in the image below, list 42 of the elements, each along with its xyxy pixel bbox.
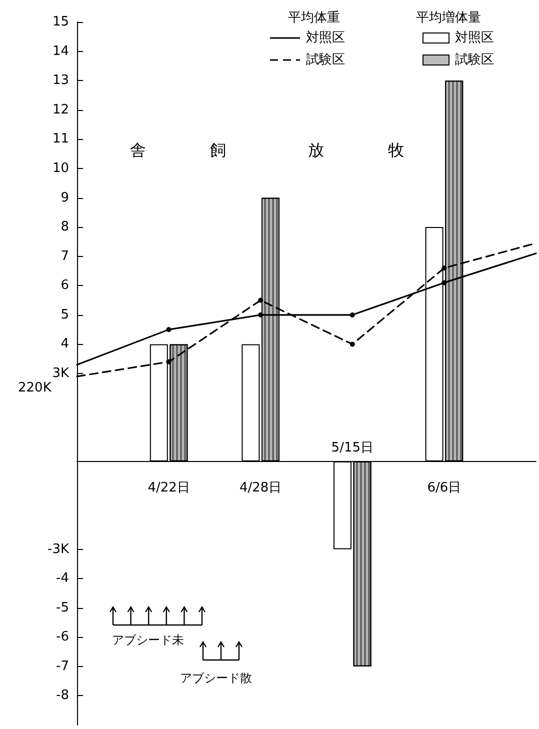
y-tick-label: -8 xyxy=(56,688,69,704)
y-tick-label: 4 xyxy=(60,336,69,352)
y-tick-label: 6 xyxy=(60,278,69,294)
y-tick-label: -6 xyxy=(56,630,69,645)
y-tick-label: 7 xyxy=(60,248,69,264)
annotation: 舎 飼 xyxy=(130,140,226,160)
y-tick-label: 13 xyxy=(52,73,69,88)
annotation: アブシード未 xyxy=(112,633,184,647)
annotation: 放 牧 xyxy=(308,140,404,160)
y-tick-label: 5 xyxy=(60,307,69,322)
y-tick-label: 9 xyxy=(60,190,69,206)
y-tick-label: 10 xyxy=(52,160,69,176)
y-tick-label: -3K xyxy=(48,542,70,557)
y-tick-label: -5 xyxy=(56,600,69,616)
x-tick-label: 4/22日 xyxy=(148,480,190,496)
point xyxy=(442,266,447,271)
y-tick-label: 8 xyxy=(60,220,69,235)
annotation: 平均体重 xyxy=(288,10,340,26)
x-tick-label: 4/28日 xyxy=(240,480,282,496)
text: 220K xyxy=(18,380,52,396)
y-tick-label: -4 xyxy=(56,571,69,586)
legend-label: 試験区 xyxy=(306,52,345,68)
x-tick-label: 6/6日 xyxy=(427,480,462,496)
y-tick-label: 15 xyxy=(52,14,69,30)
legend-label: 対照区 xyxy=(455,30,494,46)
point xyxy=(258,298,264,303)
annotation: 平均増体量 xyxy=(416,10,481,26)
y-tick-label: 3K xyxy=(52,366,70,381)
legend-label: 対照区 xyxy=(306,30,345,46)
y-tick-label: 12 xyxy=(52,102,69,118)
y-tick-label: 11 xyxy=(52,132,69,147)
point xyxy=(166,327,172,332)
point xyxy=(258,312,264,318)
y-tick-label: 14 xyxy=(52,44,69,59)
point xyxy=(350,312,355,318)
y-tick-label: -7 xyxy=(56,658,69,674)
point xyxy=(166,359,172,364)
x-tick-label: 5/15日 xyxy=(331,440,374,456)
legend-label: 試験区 xyxy=(455,52,494,68)
point xyxy=(350,342,355,347)
point xyxy=(442,280,447,286)
annotation: アブシード散 xyxy=(180,671,252,685)
